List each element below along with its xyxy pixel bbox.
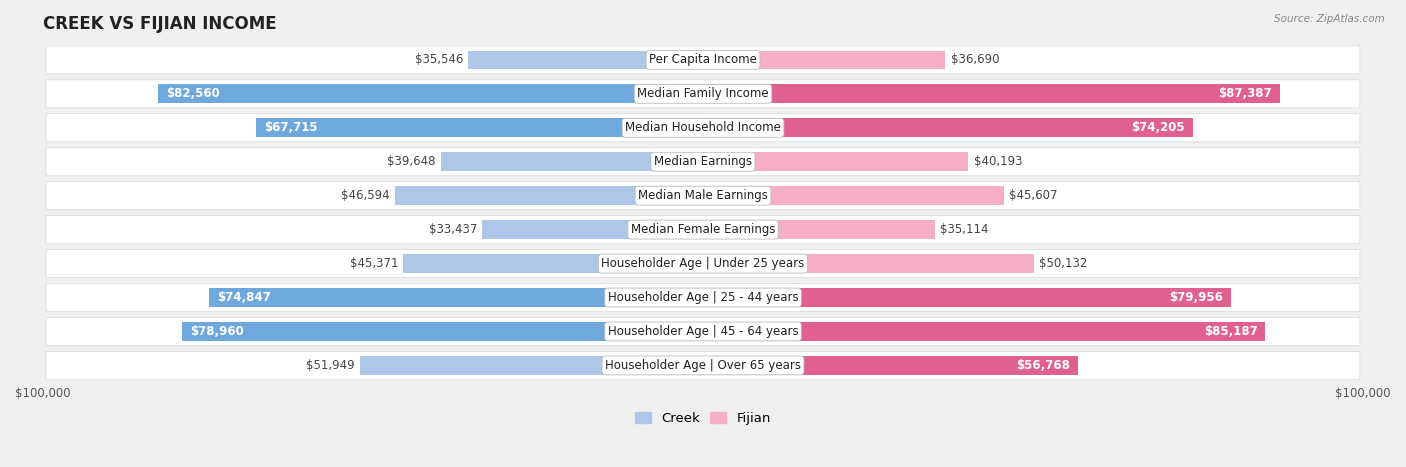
Text: $45,371: $45,371 [350,257,398,270]
Text: $33,437: $33,437 [429,223,477,236]
Text: Householder Age | Over 65 years: Householder Age | Over 65 years [605,359,801,372]
Text: Householder Age | 45 - 64 years: Householder Age | 45 - 64 years [607,325,799,338]
Bar [703,119,1192,137]
Bar [404,254,703,273]
Bar [395,186,703,205]
FancyBboxPatch shape [46,148,1360,176]
Text: $35,114: $35,114 [941,223,988,236]
FancyBboxPatch shape [46,46,1360,74]
Text: $46,594: $46,594 [342,189,389,202]
FancyBboxPatch shape [46,80,1360,108]
Bar [703,322,1265,341]
Text: $78,960: $78,960 [190,325,243,338]
Text: $39,648: $39,648 [388,155,436,168]
Bar [703,85,1279,103]
Text: $51,949: $51,949 [307,359,354,372]
Text: Median Earnings: Median Earnings [654,155,752,168]
Bar [703,288,1230,307]
Text: $56,768: $56,768 [1017,359,1070,372]
Text: $82,560: $82,560 [166,87,219,100]
FancyBboxPatch shape [46,351,1360,379]
Bar [441,152,703,171]
Bar [703,50,945,69]
Text: Householder Age | 25 - 44 years: Householder Age | 25 - 44 years [607,291,799,304]
Text: $35,546: $35,546 [415,53,463,66]
Text: Source: ZipAtlas.com: Source: ZipAtlas.com [1274,14,1385,24]
Text: Median Female Earnings: Median Female Earnings [631,223,775,236]
Text: $74,847: $74,847 [217,291,270,304]
Bar [209,288,703,307]
Bar [360,356,703,375]
Legend: Creek, Fijian: Creek, Fijian [630,406,776,430]
Text: $85,187: $85,187 [1204,325,1257,338]
FancyBboxPatch shape [46,318,1360,346]
Bar [256,119,703,137]
Text: CREEK VS FIJIAN INCOME: CREEK VS FIJIAN INCOME [42,15,277,33]
FancyBboxPatch shape [46,182,1360,210]
Bar [482,220,703,239]
Bar [703,186,1004,205]
FancyBboxPatch shape [46,216,1360,244]
Bar [703,254,1033,273]
Text: Householder Age | Under 25 years: Householder Age | Under 25 years [602,257,804,270]
Text: Per Capita Income: Per Capita Income [650,53,756,66]
Text: $36,690: $36,690 [950,53,1000,66]
FancyBboxPatch shape [46,283,1360,311]
Text: $79,956: $79,956 [1168,291,1223,304]
Text: $40,193: $40,193 [973,155,1022,168]
Bar [703,220,935,239]
Text: $67,715: $67,715 [264,121,318,134]
Text: Median Family Income: Median Family Income [637,87,769,100]
Text: Median Household Income: Median Household Income [626,121,780,134]
FancyBboxPatch shape [46,114,1360,142]
Text: $87,387: $87,387 [1219,87,1272,100]
Bar [157,85,703,103]
Text: Median Male Earnings: Median Male Earnings [638,189,768,202]
Text: $50,132: $50,132 [1039,257,1088,270]
Bar [468,50,703,69]
Bar [703,356,1078,375]
Text: $45,607: $45,607 [1010,189,1057,202]
Text: $74,205: $74,205 [1132,121,1185,134]
FancyBboxPatch shape [46,249,1360,277]
Bar [181,322,703,341]
Bar [703,152,969,171]
